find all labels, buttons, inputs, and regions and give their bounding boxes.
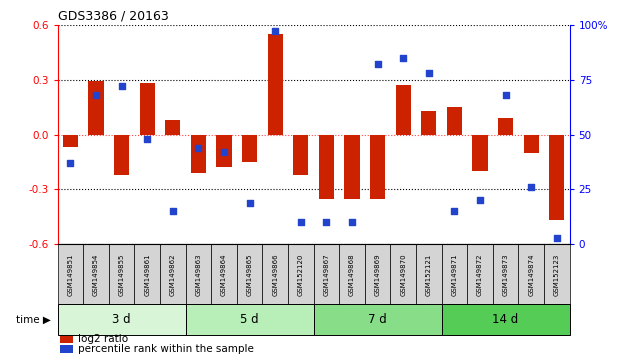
Text: GSM149872: GSM149872 (477, 253, 483, 296)
Bar (262, 244, 288, 304)
Text: GSM149874: GSM149874 (528, 253, 534, 296)
Bar (293, 135, 308, 175)
Text: GSM149868: GSM149868 (349, 253, 355, 296)
Text: GSM149865: GSM149865 (246, 253, 253, 296)
Bar (109, 244, 134, 304)
Bar (60, 345, 73, 353)
Point (116, 84, 127, 89)
Text: GSM152121: GSM152121 (426, 253, 432, 296)
Bar (186, 244, 211, 304)
Text: GSM152120: GSM152120 (298, 253, 304, 296)
Bar (88, 81, 104, 135)
Text: GSM149873: GSM149873 (502, 253, 509, 296)
Text: 5 d: 5 d (240, 313, 259, 326)
Point (500, 92, 511, 98)
Text: GSM149863: GSM149863 (195, 253, 202, 296)
Text: GSM149866: GSM149866 (272, 253, 278, 296)
Point (296, 219, 306, 225)
Bar (216, 135, 232, 167)
Bar (165, 120, 180, 135)
Point (65, 160, 76, 166)
Bar (447, 107, 462, 135)
Text: 3 d: 3 d (112, 313, 131, 326)
Bar (421, 111, 436, 135)
Text: log2 ratio: log2 ratio (78, 335, 128, 344)
Point (372, 62, 383, 67)
Bar (288, 244, 314, 304)
Bar (344, 135, 360, 199)
Point (449, 209, 460, 214)
Bar (63, 135, 78, 147)
Bar (114, 135, 129, 175)
Text: GSM149871: GSM149871 (451, 253, 458, 296)
Bar (498, 118, 513, 135)
Point (91, 92, 101, 98)
Bar (472, 135, 488, 171)
Text: percentile rank within the sample: percentile rank within the sample (78, 344, 254, 354)
Bar (390, 244, 416, 304)
Bar (493, 244, 518, 304)
Bar (58, 304, 186, 335)
Point (321, 219, 332, 225)
Bar (191, 135, 206, 173)
Bar (467, 244, 493, 304)
Point (398, 55, 408, 61)
Bar (134, 244, 160, 304)
Bar (339, 244, 365, 304)
Text: GSM149862: GSM149862 (170, 253, 176, 296)
Point (475, 198, 485, 203)
Bar (60, 336, 73, 343)
Text: GSM149855: GSM149855 (118, 253, 125, 296)
Point (219, 149, 229, 155)
Text: GSM152123: GSM152123 (554, 253, 560, 296)
Bar (186, 304, 314, 335)
Bar (416, 244, 442, 304)
Text: GSM149861: GSM149861 (144, 253, 150, 296)
Bar (160, 244, 186, 304)
Bar (544, 244, 570, 304)
Bar (140, 83, 155, 135)
Bar (319, 135, 334, 199)
Bar (365, 244, 390, 304)
Point (526, 184, 536, 190)
Bar (370, 135, 385, 199)
Text: GSM149864: GSM149864 (221, 253, 227, 296)
Bar (442, 304, 570, 335)
Text: 14 d: 14 d (492, 313, 519, 326)
Text: 7 d: 7 d (368, 313, 387, 326)
Bar (314, 304, 442, 335)
Text: GSM149854: GSM149854 (93, 253, 99, 296)
Bar (314, 244, 339, 304)
Text: GSM149867: GSM149867 (323, 253, 330, 296)
Point (244, 200, 255, 205)
Bar (58, 244, 83, 304)
Text: GSM149869: GSM149869 (374, 253, 381, 296)
Text: GDS3386 / 20163: GDS3386 / 20163 (58, 10, 168, 23)
Bar (242, 135, 257, 162)
Bar (549, 135, 564, 221)
Point (270, 29, 280, 34)
Bar (211, 244, 237, 304)
Bar (237, 244, 262, 304)
Point (552, 235, 562, 240)
Text: GSM149870: GSM149870 (400, 253, 406, 296)
Text: time ▶: time ▶ (17, 314, 51, 325)
Point (142, 136, 152, 142)
Point (424, 70, 434, 76)
Bar (396, 85, 411, 135)
Bar (518, 244, 544, 304)
Point (168, 209, 178, 214)
Bar (524, 135, 539, 153)
Bar (442, 244, 467, 304)
Text: GSM149851: GSM149851 (67, 253, 74, 296)
Point (347, 219, 357, 225)
Bar (268, 34, 283, 135)
Bar (83, 244, 109, 304)
Point (193, 145, 204, 150)
